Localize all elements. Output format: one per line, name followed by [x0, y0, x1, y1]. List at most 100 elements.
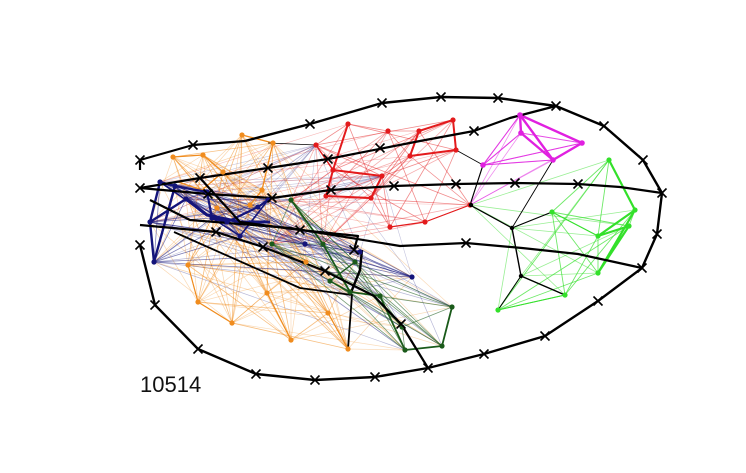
orange-green-edge	[231, 322, 406, 351]
x-stroke	[369, 371, 381, 383]
orange-navy-edge	[153, 207, 218, 263]
orange-navy-edge	[159, 154, 204, 183]
navy-node-dot	[209, 215, 215, 221]
x-marker-icon	[202, 188, 214, 200]
red-edge	[332, 169, 426, 223]
green-black-edge	[470, 204, 566, 296]
navy-node-dot	[409, 274, 415, 280]
x-marker-icon	[348, 244, 360, 256]
x-marker-icon	[294, 224, 306, 236]
orange-navy-edge	[149, 221, 292, 341]
x-stroke	[468, 125, 480, 137]
edge-layer	[149, 114, 636, 351]
orange-edge	[172, 142, 274, 158]
red-green-edge	[290, 119, 454, 201]
navy-green-edge	[290, 199, 306, 245]
black-node-dot	[468, 202, 474, 208]
red-edge	[347, 123, 389, 132]
red-navy-edge	[185, 130, 420, 200]
navy-green-edge	[257, 206, 443, 347]
x-stroke	[460, 237, 472, 249]
darkgreen-edge	[322, 243, 356, 263]
orange-green-edge	[197, 301, 403, 328]
navy-edge	[185, 197, 270, 224]
red-green-edge	[271, 204, 471, 245]
navy-edge	[149, 217, 213, 223]
x-marker-icon	[134, 182, 146, 194]
orange-green-edge	[216, 207, 443, 347]
red-edge	[315, 144, 471, 206]
navy-node-dot	[183, 196, 189, 202]
navy-node-dot	[151, 259, 157, 265]
x-stroke	[294, 224, 306, 236]
x-stroke	[478, 348, 490, 360]
orange-node-dot	[195, 299, 201, 305]
x-stroke	[539, 330, 551, 342]
outer-boundary-path	[138, 95, 664, 382]
green-black-edge	[497, 227, 513, 311]
orange-edge	[266, 261, 307, 294]
orange-green-edge	[231, 280, 331, 324]
navy-edge	[211, 199, 269, 219]
x-stroke	[435, 91, 447, 103]
black-edge	[469, 164, 553, 229]
magenta-node-dot	[480, 162, 486, 168]
orange-navy-edge	[222, 171, 269, 201]
darkgreen-node-dot	[352, 259, 358, 265]
navy-node-dot	[224, 219, 230, 225]
navy-edge	[257, 206, 306, 245]
orange-navy-edge	[172, 156, 306, 245]
darkgreen-edge	[379, 295, 443, 347]
magenta-edge	[482, 132, 522, 166]
magenta-node-dot	[518, 130, 524, 136]
navy-edge	[174, 185, 413, 278]
boundary-paths	[138, 95, 664, 382]
x-stroke	[388, 180, 400, 192]
x-marker-icon	[450, 178, 462, 190]
x-marker-icon	[250, 368, 262, 380]
green-edge	[551, 211, 599, 274]
navy-edge	[153, 181, 161, 263]
x-stroke	[192, 343, 204, 355]
node-layer	[147, 112, 638, 353]
orange-node-dot	[325, 310, 331, 316]
black-edge	[455, 149, 484, 166]
orange-green-edge	[249, 204, 324, 245]
navy-node-dot	[255, 204, 261, 210]
magenta-node-dot	[550, 157, 556, 163]
darkgreen-node-dot	[327, 278, 333, 284]
red-edge	[325, 123, 383, 199]
x-marker-icon	[656, 187, 668, 199]
x-stroke	[395, 318, 407, 330]
orange-green-edge	[327, 312, 403, 328]
orange-node-dot	[239, 132, 245, 138]
navy-edge	[153, 217, 213, 263]
x-stroke	[134, 154, 146, 166]
orange-edge	[290, 312, 329, 341]
x-marker-icon	[134, 154, 146, 166]
x-marker-icon	[304, 118, 316, 130]
x-marker-icon	[322, 153, 334, 165]
orange-node-dot	[170, 154, 176, 160]
orange-green-edge	[202, 154, 403, 328]
green-edge	[564, 235, 599, 296]
orange-navy-edge	[174, 185, 189, 266]
orange-green-edge	[241, 134, 443, 347]
orange-green-edge	[272, 142, 381, 297]
navy-red-edge	[159, 144, 317, 183]
orange-green-edge	[305, 261, 443, 347]
x-stroke	[509, 177, 521, 189]
green-edge	[551, 211, 630, 227]
green-black-edge	[470, 204, 599, 274]
navy-green-edge	[359, 251, 403, 328]
x-marker-icon	[192, 343, 204, 355]
navy-green-edge	[153, 261, 331, 282]
navy-edge	[153, 261, 413, 278]
orange-edge	[172, 156, 233, 324]
x-stroke	[257, 241, 269, 253]
x-marker-icon	[422, 362, 434, 374]
navy-node-dot	[302, 241, 308, 247]
black-edge	[511, 227, 566, 296]
x-marker-icon	[435, 91, 447, 103]
